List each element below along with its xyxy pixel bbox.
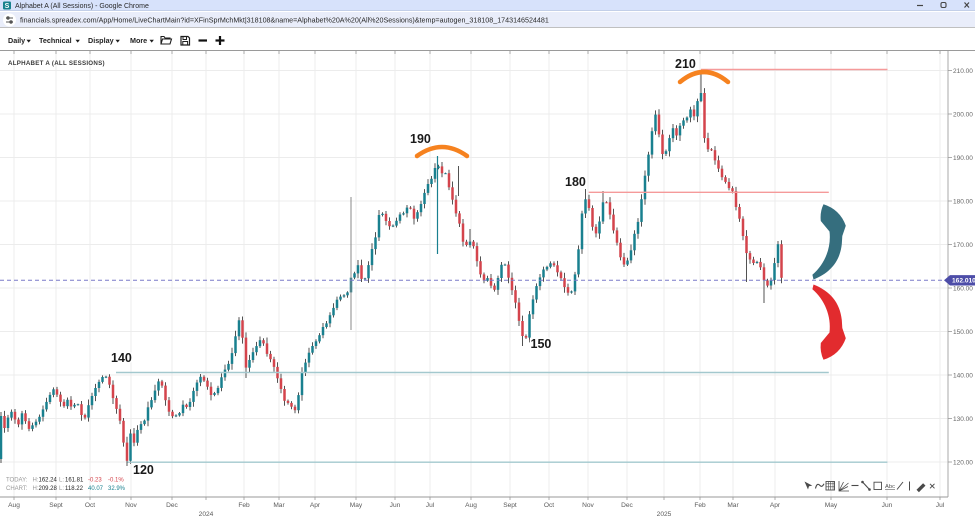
svg-text:190: 190 (410, 132, 431, 146)
svg-text:May: May (825, 502, 838, 509)
svg-text:Apr: Apr (310, 502, 321, 509)
svg-text:Jul: Jul (426, 502, 435, 509)
svg-text:2025: 2025 (657, 511, 672, 518)
svg-text:Dec: Dec (621, 502, 633, 509)
svg-text:Sept: Sept (49, 502, 63, 509)
svg-text:L:: L: (59, 486, 64, 492)
svg-text:130.00: 130.00 (953, 416, 973, 423)
svg-text:Feb: Feb (694, 502, 706, 509)
svg-text:May: May (350, 502, 363, 509)
svg-text:Aug: Aug (465, 502, 477, 509)
svg-text:Daily: Daily (8, 36, 25, 45)
svg-text:Mar: Mar (273, 502, 285, 509)
svg-text:170.00: 170.00 (953, 242, 973, 249)
svg-text:financials.spreadex.com/App/Ho: financials.spreadex.com/App/Home/LiveCha… (20, 17, 549, 25)
svg-text:161.81: 161.81 (65, 478, 84, 484)
svg-text:190.00: 190.00 (953, 155, 973, 162)
svg-text:Alphabet A (All Sessions) - Go: Alphabet A (All Sessions) - Google Chrom… (15, 3, 149, 10)
svg-text:150: 150 (531, 337, 552, 351)
svg-text:210.00: 210.00 (953, 68, 973, 75)
svg-text:Apr: Apr (770, 502, 781, 509)
svg-text:160.00: 160.00 (953, 285, 973, 292)
svg-text:Jun: Jun (882, 502, 893, 509)
svg-text:Aug: Aug (8, 502, 20, 509)
svg-text:118.22: 118.22 (65, 486, 84, 492)
svg-text:32.9%: 32.9% (108, 486, 126, 492)
svg-text:Nov: Nov (125, 502, 137, 509)
svg-text:40.07: 40.07 (88, 486, 104, 492)
svg-text:210: 210 (675, 57, 696, 71)
svg-text:120.00: 120.00 (953, 459, 973, 466)
svg-text:Technical: Technical (39, 36, 72, 45)
svg-text:ALPHABET A (ALL SESSIONS): ALPHABET A (ALL SESSIONS) (8, 60, 105, 67)
svg-text:Jul: Jul (936, 502, 945, 509)
svg-text:Mar: Mar (727, 502, 739, 509)
svg-text:L:: L: (59, 478, 64, 484)
svg-text:120: 120 (133, 463, 154, 477)
svg-text:-0.1%: -0.1% (108, 478, 124, 484)
svg-text:209.28: 209.28 (39, 486, 58, 492)
svg-text:S: S (5, 3, 10, 10)
svg-text:162.010: 162.010 (952, 278, 975, 285)
svg-text:Oct: Oct (544, 502, 554, 509)
svg-text:200.00: 200.00 (953, 111, 973, 118)
svg-text:H:: H: (33, 478, 39, 484)
svg-text:-0.23: -0.23 (88, 478, 102, 484)
svg-text:140: 140 (111, 351, 132, 365)
svg-text:Dec: Dec (166, 502, 178, 509)
svg-text:Display: Display (88, 36, 114, 45)
svg-text:Feb: Feb (238, 502, 250, 509)
svg-text:CHART:: CHART: (6, 486, 28, 492)
svg-text:Nov: Nov (582, 502, 594, 509)
svg-text:Sept: Sept (503, 502, 517, 509)
svg-text:180.00: 180.00 (953, 198, 973, 205)
svg-text:More: More (130, 36, 147, 45)
svg-text:TODAY:: TODAY: (6, 478, 28, 484)
svg-text:Jun: Jun (390, 502, 401, 509)
svg-text:140.00: 140.00 (953, 372, 973, 379)
svg-text:150.00: 150.00 (953, 329, 973, 336)
svg-text:Abc: Abc (885, 484, 895, 490)
svg-text:Oct: Oct (85, 502, 95, 509)
svg-text:H:: H: (33, 486, 39, 492)
svg-text:162.24: 162.24 (39, 478, 58, 484)
svg-text:2024: 2024 (199, 511, 214, 518)
svg-text:180: 180 (565, 175, 586, 189)
